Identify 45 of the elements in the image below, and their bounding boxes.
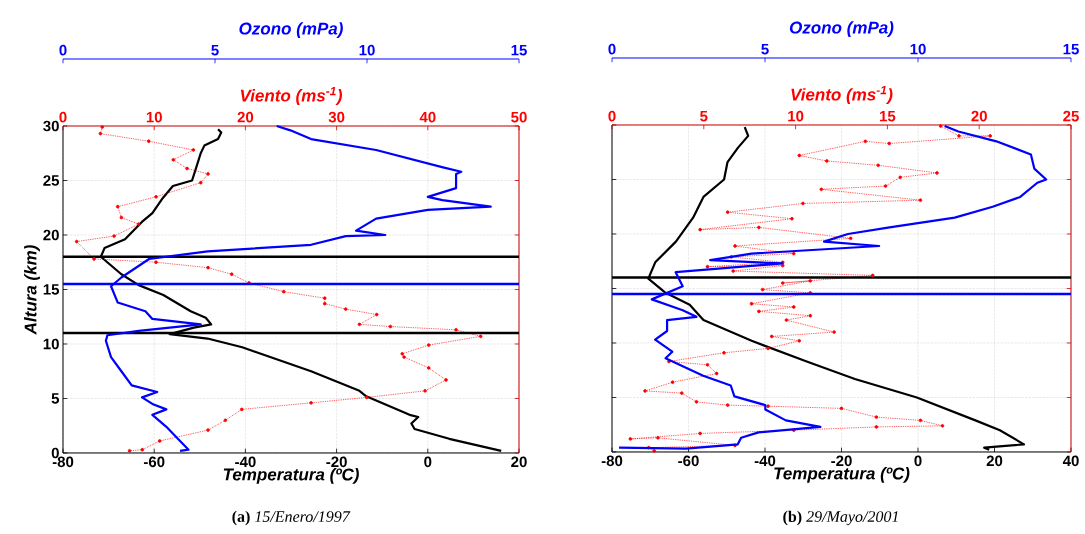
y-tick-label: 10 — [43, 338, 59, 350]
x2-axis-title: Viento (ms$^{-1}$) — [791, 85, 893, 104]
x2-tick-label: 40 — [419, 111, 436, 123]
x-tick-label: 0 — [608, 43, 616, 55]
x-tick-label: -40 — [754, 455, 776, 467]
x2-tick-label: 10 — [788, 110, 804, 122]
x2-tick-label: 15 — [880, 110, 896, 122]
x-tick-label: -60 — [143, 456, 165, 468]
x2-tick-label: 30 — [328, 111, 345, 123]
x-tick-label: 40 — [1062, 455, 1079, 467]
x2-tick-label: 10 — [146, 111, 162, 123]
x-tick-label: 5 — [211, 44, 219, 56]
x2-tick-label: 50 — [511, 111, 527, 123]
y-tick-label: 20 — [43, 229, 59, 241]
x-tick-label: -60 — [678, 455, 699, 467]
x-tick-label: 20 — [986, 455, 1003, 467]
x-tick-label: -80 — [601, 455, 623, 467]
y-tick-label: 15 — [43, 284, 60, 295]
x-axis-title: Temperatura (ºC) — [774, 467, 910, 483]
x2-tick-label: 0 — [608, 110, 616, 122]
x-tick-label: -20 — [326, 456, 347, 468]
x-tick-label: -20 — [831, 455, 852, 467]
text: (a) 15/Enero/1997 — [232, 510, 351, 526]
x2-tick-label: 20 — [237, 111, 254, 123]
x2-tick-label: 5 — [700, 110, 708, 122]
x-axis-title: Ozono (mPa) — [239, 22, 343, 38]
x-axis-title: Temperatura (ºC) — [223, 468, 359, 484]
y-tick-label: 30 — [43, 120, 59, 132]
x-tick-label: 15 — [1063, 43, 1079, 55]
x2-tick-label: 25 — [1063, 110, 1079, 122]
y-tick-label: 25 — [43, 175, 60, 186]
x-axis-title: Ozono (mPa) — [789, 21, 894, 37]
x-tick-label: 5 — [761, 43, 769, 55]
x2-axis-title: Viento (ms$^{-1}$) — [240, 86, 343, 105]
text: (b) 29/Mayo/2001 — [783, 510, 898, 526]
x-tick-label: 10 — [910, 43, 926, 55]
x-tick-label: 10 — [359, 44, 375, 56]
x-tick-label: 0 — [424, 456, 432, 468]
x-tick-label: -40 — [235, 456, 256, 468]
y-axis-title: Altura (km) — [24, 245, 40, 335]
x-tick-label: 0 — [914, 455, 922, 467]
y-tick-label: 5 — [51, 393, 60, 404]
x-tick-label: 20 — [511, 456, 527, 468]
x-tick-label: 15 — [511, 44, 527, 56]
x2-tick-label: 20 — [971, 110, 987, 122]
